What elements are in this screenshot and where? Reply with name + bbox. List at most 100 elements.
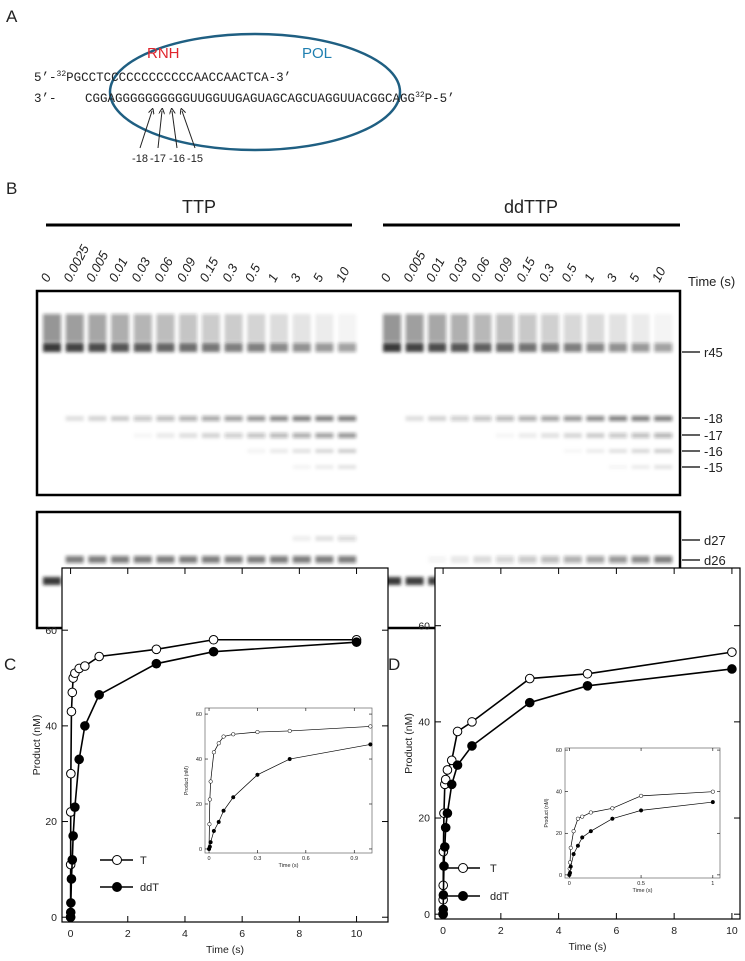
data-point (639, 793, 644, 798)
data-point (207, 797, 212, 802)
band (156, 416, 175, 421)
lane-time: 0.3 (219, 261, 241, 285)
lane-time: 1 (264, 271, 281, 284)
band (563, 314, 582, 342)
y-tick-label: 20 (418, 813, 430, 825)
band (473, 416, 492, 421)
data-point (710, 800, 715, 805)
band (631, 433, 650, 438)
top-strand: 5’-32PGCCTCCCCCCCCCCCCAACCAACTCA-3’ (34, 70, 291, 85)
band (338, 556, 357, 563)
data-point (70, 802, 80, 812)
band (179, 433, 198, 438)
legend-marker (112, 855, 122, 865)
y-axis-label: Product (nM) (544, 798, 550, 827)
band (450, 314, 469, 342)
band (315, 465, 334, 469)
band (292, 314, 311, 342)
legend-marker (112, 882, 122, 892)
band (586, 556, 605, 563)
band (428, 314, 447, 342)
lane-time: 0 (377, 270, 394, 284)
x-tick-label: 0.6 (302, 856, 310, 862)
data-point (710, 789, 715, 794)
x-tick-label: 10 (726, 925, 738, 937)
data-point (208, 646, 219, 657)
band-label: d27 (704, 533, 726, 548)
band (631, 416, 650, 421)
data-point (575, 843, 580, 848)
legend-label: ddT (490, 891, 509, 903)
x-tick-label: 1 (711, 881, 714, 887)
x-axis-label: Time (s) (279, 863, 299, 869)
strand-end: 3’- (34, 92, 57, 106)
band (428, 416, 447, 421)
band (473, 343, 492, 352)
band (496, 556, 514, 563)
band (270, 433, 288, 438)
data-point (580, 814, 585, 819)
data-point (452, 760, 463, 770)
isotope: 32 (57, 70, 67, 79)
band (541, 556, 560, 563)
band (654, 449, 673, 453)
data-point (151, 644, 162, 655)
band (383, 343, 401, 352)
lane-time: 0.06 (468, 254, 493, 284)
data-point (94, 651, 104, 662)
band (450, 343, 469, 352)
data-point (368, 742, 373, 747)
band (156, 556, 175, 563)
y-axis-label: Product (nM) (31, 715, 43, 776)
lane-time: 1 (581, 271, 598, 284)
x-axis-label: Time (s) (206, 944, 244, 956)
data-point (610, 816, 615, 821)
band (134, 433, 152, 438)
group-label: TTP (182, 197, 216, 217)
x-tick-label: 2 (498, 925, 504, 937)
lane-time: 10 (333, 264, 353, 284)
band (609, 556, 627, 563)
data-point (571, 829, 576, 834)
band (156, 314, 175, 342)
band (563, 556, 582, 563)
data-point (207, 822, 212, 827)
x-tick-label: 0 (208, 856, 211, 862)
data-point (440, 822, 451, 833)
band (609, 449, 627, 453)
panel-label: A (6, 7, 18, 26)
site-label: -17 (150, 153, 166, 165)
band (428, 556, 447, 563)
band (65, 416, 84, 421)
panel-label: C (4, 655, 16, 674)
band (315, 343, 334, 352)
band (315, 449, 334, 453)
band (65, 556, 84, 563)
data-point (74, 754, 84, 765)
band (247, 433, 266, 438)
data-point (442, 765, 453, 775)
x-tick-label: 6 (239, 928, 245, 940)
arrow (172, 111, 178, 149)
band (631, 449, 650, 453)
band (631, 465, 650, 469)
time-axis-label: Time (s) (688, 274, 735, 289)
lane-time: 0.03 (445, 254, 470, 284)
band (292, 465, 311, 469)
lane-time: 3 (287, 270, 304, 284)
data-point (211, 750, 216, 755)
cleavage-arrows (139, 111, 196, 149)
band (247, 556, 266, 563)
data-point (255, 772, 260, 777)
data-point (231, 795, 236, 800)
band (631, 556, 650, 563)
data-point (524, 697, 535, 708)
arrow (182, 111, 196, 149)
x-tick-label: 4 (182, 928, 188, 940)
lane-time: 0.15 (513, 254, 538, 284)
band (338, 465, 357, 469)
data-point (216, 819, 221, 825)
band (541, 314, 560, 342)
band (609, 433, 627, 438)
